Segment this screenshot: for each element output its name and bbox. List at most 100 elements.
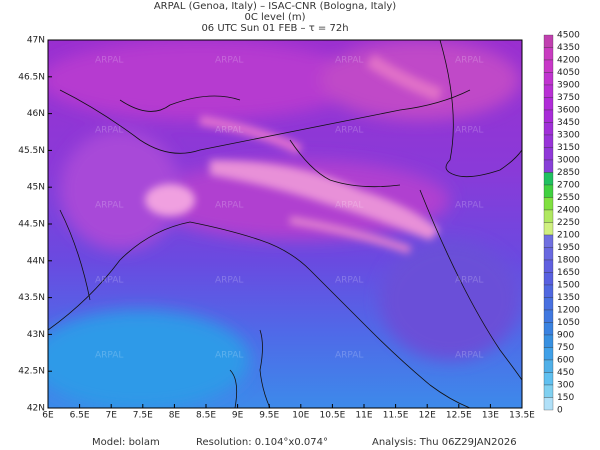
colorbar-box <box>543 159 554 173</box>
colorbar-box <box>543 147 554 161</box>
watermark: ARPAL <box>95 351 123 361</box>
colorbar-box <box>543 184 554 198</box>
lon-label: 7E <box>105 411 117 421</box>
colorbar-label: 1650 <box>557 268 580 278</box>
lon-label: 11E <box>355 411 372 421</box>
watermark: ARPAL <box>455 201 483 211</box>
colorbar-label: 1950 <box>557 243 580 253</box>
colorbar-box <box>543 197 554 211</box>
footer-model: Model: bolam <box>92 437 160 448</box>
colorbar-label: 300 <box>557 381 574 391</box>
watermark: ARPAL <box>335 201 363 211</box>
header-line: 06 UTC Sun 01 FEB – τ = 72h <box>201 23 348 34</box>
watermark: ARPAL <box>455 276 483 286</box>
colorbar-label: 1200 <box>557 306 580 316</box>
footer-resolution: Resolution: 0.104°x0.074° <box>196 437 328 448</box>
colorbar-box <box>543 347 554 361</box>
colorbar-label: 2700 <box>557 181 580 191</box>
colorbar-label: 3150 <box>557 143 580 153</box>
watermark: ARPAL <box>335 126 363 136</box>
watermark: ARPAL <box>455 126 483 136</box>
watermark: ARPAL <box>95 201 123 211</box>
lat-label: 44N <box>27 256 45 266</box>
colorbar-box <box>543 222 554 236</box>
watermark: ARPAL <box>215 351 243 361</box>
colorbar-label: 2250 <box>557 218 580 228</box>
colorbar-box <box>543 372 554 386</box>
colorbar-box <box>543 209 554 223</box>
lon-label: 12E <box>419 411 436 421</box>
lon-label: 7.5E <box>133 411 153 421</box>
watermark: ARPAL <box>455 56 483 66</box>
colorbar-box <box>543 134 554 148</box>
colorbar-label: 750 <box>557 343 574 353</box>
colorbar-label: 1350 <box>557 293 580 303</box>
colorbar-label: 2850 <box>557 168 580 178</box>
colorbar-box <box>543 34 554 48</box>
lon-label: 6.5E <box>70 411 90 421</box>
colorbar-label: 0 <box>557 406 563 416</box>
watermark: ARPAL <box>95 126 123 136</box>
colorbar-box <box>543 234 554 248</box>
lon-label: 8E <box>169 411 181 421</box>
watermarks: ARPAL ARPAL ARPAL ARPAL ARPAL ARPAL ARPAL ARPAL… <box>95 56 483 361</box>
colorbar-label: 4050 <box>557 68 580 78</box>
colorbar-box <box>543 59 554 73</box>
colorbar-box <box>543 397 554 411</box>
watermark: ARPAL <box>95 56 123 66</box>
colorbar-box <box>543 72 554 86</box>
colorbar-label: 4350 <box>557 43 580 53</box>
watermark: ARPAL <box>335 351 363 361</box>
lon-label: 13.5E <box>509 411 535 421</box>
colorbar-label: 3900 <box>557 81 580 91</box>
lat-label: 42N <box>27 404 45 414</box>
colorbar-box <box>543 259 554 273</box>
colorbar-label: 150 <box>557 393 574 403</box>
watermark: ARPAL <box>335 276 363 286</box>
colorbar-box <box>543 334 554 348</box>
lat-label: 45N <box>27 183 45 193</box>
lat-label: 43N <box>27 330 45 340</box>
colorbar-label: 2550 <box>557 193 580 203</box>
watermark: ARPAL <box>335 56 363 66</box>
colorbar-label: 2400 <box>557 206 580 216</box>
colorbar-box <box>543 47 554 61</box>
colorbar-box <box>543 97 554 111</box>
colorbar-label: 450 <box>557 368 574 378</box>
lat-label: 46.5N <box>18 72 45 82</box>
footer-analysis: Analysis: Thu 06Z29JAN2026 <box>372 437 517 448</box>
lat-label: 46N <box>27 109 45 119</box>
lat-label: 42.5N <box>18 367 45 377</box>
lon-label: 11.5E <box>383 411 409 421</box>
colorbar-label: 3750 <box>557 93 580 103</box>
colorbar-label: 1500 <box>557 281 580 291</box>
lon-label: 9E <box>232 411 244 421</box>
colorbar-box <box>543 309 554 323</box>
lon-label: 6E <box>42 411 54 421</box>
colorbar-box <box>543 172 554 186</box>
lat-label: 45.5N <box>18 146 45 156</box>
lon-label: 9.5E <box>259 411 279 421</box>
colorbar-box <box>543 359 554 373</box>
lon-label: 10E <box>292 411 309 421</box>
watermark: ARPAL <box>215 276 243 286</box>
colorbar-label: 3450 <box>557 118 580 128</box>
colorbar-box <box>543 297 554 311</box>
map-field <box>48 40 522 408</box>
colorbar-label: 4500 <box>557 31 580 41</box>
colorbar-label: 600 <box>557 356 574 366</box>
header-line: ARPAL (Genoa, Italy) – ISAC-CNR (Bologna… <box>154 1 396 12</box>
watermark: ARPAL <box>215 126 243 136</box>
colorbar-box <box>543 322 554 336</box>
colorbar-box <box>543 109 554 123</box>
colorbar-label: 900 <box>557 331 574 341</box>
colorbar-label: 1050 <box>557 318 580 328</box>
colorbar-box <box>543 122 554 136</box>
lon-label: 12.5E <box>446 411 472 421</box>
lat-label: 47N <box>27 36 45 46</box>
colorbar-label: 4200 <box>557 56 580 66</box>
colorbar: 4500435042004050390037503600345033003150… <box>543 31 580 416</box>
colorbar-label: 1800 <box>557 256 580 266</box>
lon-label: 8.5E <box>196 411 216 421</box>
